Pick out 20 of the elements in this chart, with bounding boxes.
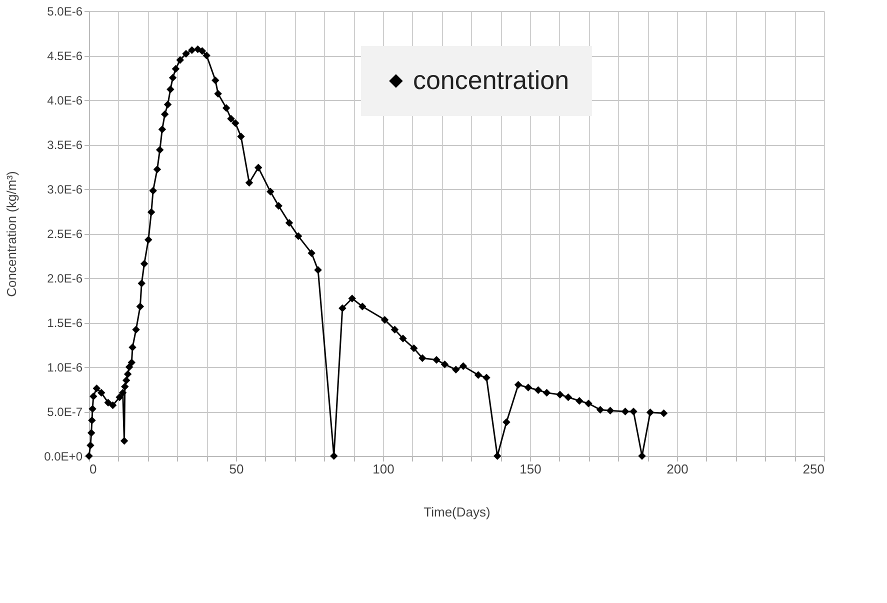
- y-axis-title: Concentration (kg/m³): [4, 171, 20, 297]
- y-tick-label: 3.0E-6: [47, 182, 83, 196]
- y-tick-label: 4.0E-6: [47, 94, 83, 108]
- y-tick-label: 5.0E-6: [47, 4, 83, 18]
- x-tick-label: 200: [666, 462, 688, 476]
- y-tick-label: 2.5E-6: [47, 227, 83, 241]
- y-tick-label: 2.0E-6: [47, 272, 83, 286]
- x-tick-label: 250: [802, 462, 824, 476]
- x-tick-label: 50: [229, 462, 244, 476]
- y-tick-label: 4.5E-6: [47, 49, 83, 63]
- x-tick-label: 0: [90, 462, 97, 476]
- y-tick-label: 1.0E-6: [47, 360, 83, 374]
- y-tick-label: 3.5E-6: [47, 138, 83, 152]
- x-tick-label: 150: [520, 462, 542, 476]
- y-tick-label: 5.0E-7: [47, 405, 83, 419]
- x-axis-title: Time(Days): [424, 504, 490, 520]
- y-tick-label: 1.5E-6: [47, 316, 83, 330]
- y-tick-label: 0.0E+0: [44, 450, 83, 464]
- x-tick-label: 100: [372, 462, 394, 476]
- legend-label: concentration: [412, 65, 570, 95]
